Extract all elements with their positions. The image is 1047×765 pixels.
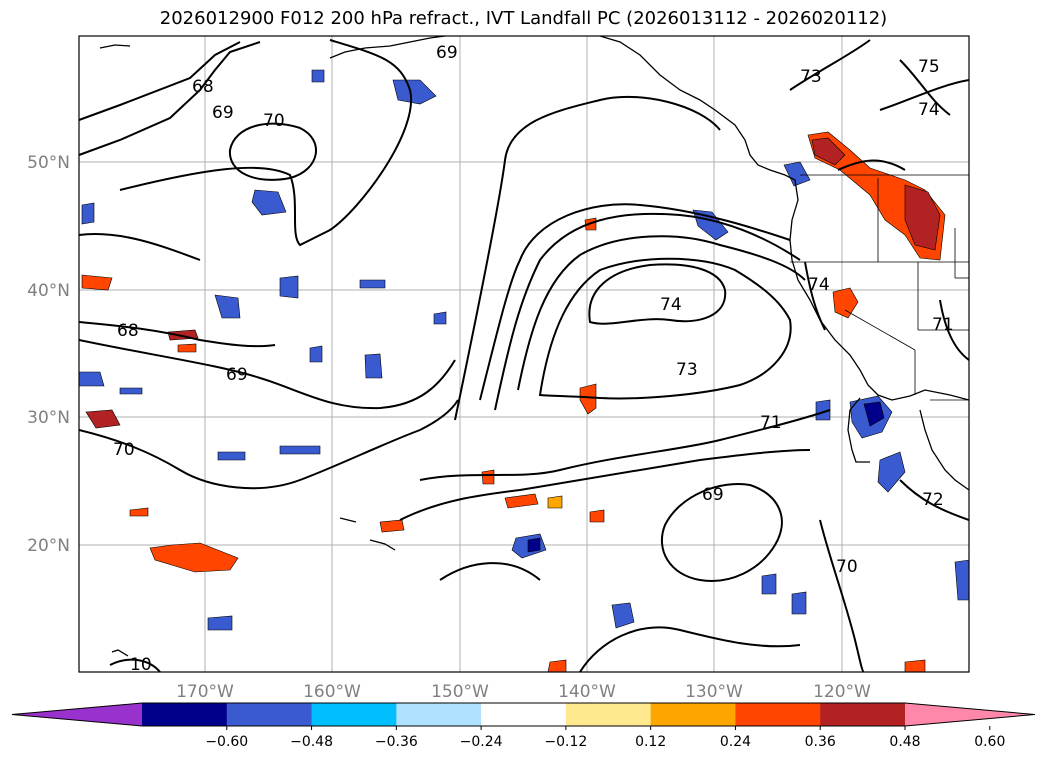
- colorbar-tick-label: −0.24: [460, 734, 503, 750]
- lon-tick-label: 140°W: [558, 682, 616, 702]
- colorbar-tick-label: 0.12: [635, 734, 666, 750]
- contour-label: 69: [436, 43, 458, 63]
- colorbar-box: [650, 703, 736, 726]
- lon-tick-label: 170°W: [176, 682, 234, 702]
- colorbar-box: [565, 703, 652, 726]
- map-frame: [78, 35, 970, 673]
- contour-lines: [79, 39, 969, 672]
- colorbar-extend-max: [905, 703, 1035, 726]
- colorbar-box: [481, 703, 567, 726]
- colorbar-box: [226, 703, 313, 726]
- latitude-labels: 50°N 40°N 30°N 20°N: [27, 153, 70, 556]
- colorbar-box: [396, 703, 482, 726]
- colorbar-tick-label: −0.36: [375, 734, 418, 750]
- lon-tick-label: 120°W: [813, 682, 871, 702]
- lon-tick-label: 150°W: [431, 682, 489, 702]
- contour-label: 68: [117, 321, 139, 341]
- map-plot-area: [79, 36, 969, 672]
- contour-label: 70: [263, 111, 285, 131]
- political-borders: [790, 174, 969, 401]
- colorbar-box: [735, 703, 821, 726]
- colorbar-tick-label: 0.24: [720, 734, 751, 750]
- contour-label: 69: [226, 365, 248, 385]
- contour-label: 10: [130, 655, 152, 675]
- contour-label: 69: [702, 485, 724, 505]
- colorbar-tick-label: −0.12: [544, 734, 587, 750]
- contour-label: 75: [918, 57, 940, 77]
- lat-tick-label: 30°N: [27, 408, 70, 428]
- contour-label: 74: [918, 100, 940, 120]
- colorbar-box: [142, 703, 228, 726]
- contour-label: 68: [192, 77, 214, 97]
- contour-label: 74: [808, 275, 830, 295]
- contour-label: 70: [113, 440, 135, 460]
- colorbar-tick-label: −0.60: [205, 734, 248, 750]
- contour-label: 70: [836, 557, 858, 577]
- gridlines: [79, 36, 969, 672]
- lat-tick-label: 40°N: [27, 281, 70, 301]
- coastlines: [99, 36, 969, 657]
- colorbar-extend-min: [12, 703, 142, 726]
- contour-label: 74: [660, 295, 682, 315]
- map-title: 2026012900 F012 200 hPa refract., IVT La…: [159, 8, 888, 29]
- lat-tick-label: 50°N: [27, 153, 70, 173]
- lat-tick-label: 20°N: [27, 536, 70, 556]
- longitude-labels: 170°W 160°W 150°W 140°W 130°W 120°W: [176, 682, 871, 702]
- shaded-anomalies: [79, 69, 969, 672]
- colorbar-tick-label: 0.48: [889, 734, 920, 750]
- colorbar-outline: [11, 702, 1036, 727]
- contour-label: 71: [932, 315, 954, 335]
- colorbar-box: [311, 703, 397, 726]
- lon-tick-label: 130°W: [685, 682, 743, 702]
- contour-label: 73: [676, 360, 698, 380]
- contour-label: 69: [212, 103, 234, 123]
- contour-labels: 68 69 70 68 69 70 74 73 71 69 70 72 74 7…: [113, 43, 954, 675]
- contour-label: 72: [922, 490, 944, 510]
- lon-tick-label: 160°W: [303, 682, 361, 702]
- colorbar: −0.60 −0.48 −0.36 −0.24 −0.12 0.12 0.24 0.36 0.4…: [11, 702, 1036, 750]
- colorbar-box: [820, 703, 906, 726]
- contour-label: 73: [800, 67, 822, 87]
- colorbar-tick-label: 0.36: [805, 734, 836, 750]
- colorbar-tick-label: 0.60: [974, 734, 1005, 750]
- colorbar-tick-label: −0.48: [290, 734, 333, 750]
- contour-label: 71: [760, 413, 782, 433]
